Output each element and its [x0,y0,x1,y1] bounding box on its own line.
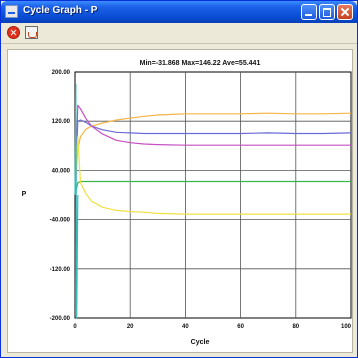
x-tick-label: 60 [237,324,244,330]
x-axis-label: Cycle [191,339,210,346]
series-line-1 [74,112,352,196]
minimize-button[interactable] [301,4,317,20]
app-icon [5,5,18,18]
disk-icon[interactable] [25,26,38,39]
grid [74,71,352,319]
x-tick-label: 100 [341,324,352,330]
y-axis-label: P [22,191,27,198]
y-tick-label: 40.000 [52,168,71,174]
y-tick-label: 200.00 [52,70,71,76]
tick-labels: 0 20 40 60 80 100 200.00 120.00 40.000 -40.000 -12… [50,70,352,330]
plot-area [74,71,352,319]
y-tick-label: -40.000 [50,218,71,224]
series-line-6 [74,83,79,319]
y-tick-label: -200.00 [50,316,71,322]
toolbar [1,23,357,44]
window-title: Cycle Graph - P [23,5,98,16]
series-line-2 [74,119,352,196]
y-tick-label: -120.00 [50,267,71,273]
maximize-button[interactable] [319,4,335,20]
title-bar[interactable]: Cycle Graph - P [1,1,357,23]
x-tick-label: 0 [73,324,77,330]
x-tick-label: 40 [182,324,189,330]
x-tick-label: 20 [127,324,134,330]
chart-title: Min=-31.868 Max=146.22 Ave=55.441 [140,60,261,67]
close-window-button[interactable] [337,4,353,20]
x-tick-label: 80 [292,324,299,330]
cycle-chart: Min=-31.868 Max=146.22 Ave=55.441 0 20 40 6… [22,60,352,346]
close-icon[interactable] [7,26,20,39]
plot-panel: Min=-31.868 Max=146.22 Ave=55.441 0 20 40 6… [7,49,353,353]
series-line-5 [74,135,351,215]
y-tick-label: 120.00 [52,119,71,125]
series-line-3 [74,104,351,196]
series-lines [74,83,352,319]
